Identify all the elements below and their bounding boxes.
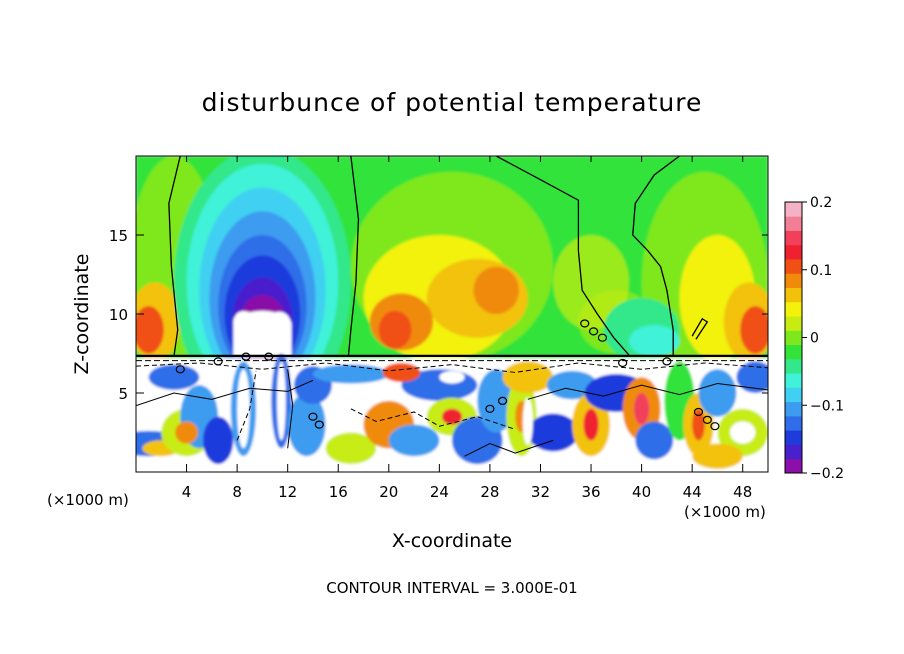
contour-line: [495, 156, 630, 356]
colorbar-swatch: [785, 230, 802, 246]
contour-closed: [580, 319, 590, 328]
x-tick-label: 12: [278, 483, 297, 501]
contour-closed: [241, 352, 251, 361]
y-tick-label: 10: [109, 306, 128, 324]
colorbar-swatch: [785, 244, 802, 260]
colorbar-swatch: [785, 301, 802, 317]
contour-line: [236, 370, 257, 441]
colorbar-swatch: [785, 202, 802, 217]
y-tick-label: 15: [109, 227, 128, 245]
contour-line: [136, 379, 314, 407]
contour-closed: [618, 358, 628, 368]
x-axis: 4 8 12 16 20 24 28 32 36 40 44 48: [182, 156, 752, 501]
contour-interval-note: CONTOUR INTERVAL = 3.000E-01: [326, 579, 577, 597]
colorbar: 0.2 0.1 0 −0.1 −0.2: [784, 195, 844, 482]
colorbar-swatch: [785, 259, 802, 274]
colorbar-swatch: [785, 444, 802, 460]
x-tick-label: 48: [733, 483, 752, 501]
x-tick-label: 36: [581, 483, 600, 501]
contour-line: [632, 156, 680, 357]
contour-closed: [175, 365, 185, 374]
colorbar-swatch: [785, 316, 802, 331]
x-axis-label: X-coordinate: [392, 530, 512, 552]
contour-line: [168, 156, 181, 357]
chart-title: disturbunce of potential temperature: [202, 88, 703, 117]
contour-line: [527, 383, 768, 400]
contour-closed: [213, 357, 223, 366]
colorbar-swatch: [785, 344, 802, 360]
x-unit-right: (×1000 m): [684, 503, 766, 521]
colorbar-swatch: [785, 387, 802, 403]
x-tick-label: 32: [531, 483, 550, 501]
contour-line: [287, 369, 294, 449]
colorbar-tick-label: 0: [810, 331, 819, 347]
contour-closed: [702, 415, 712, 424]
contour-closed: [662, 357, 672, 366]
contour-closed: [264, 352, 274, 361]
x-tick-label: 40: [632, 483, 651, 501]
contour-line: [691, 317, 709, 340]
colorbar-swatch: [785, 273, 802, 288]
colorbar-swatch: [785, 401, 802, 417]
contour-line: [350, 408, 516, 430]
colorbar-swatch: [785, 415, 802, 431]
contour-closed: [497, 396, 508, 405]
y-tick-label: 5: [118, 385, 128, 403]
contour-closed: [314, 420, 324, 429]
colorbar-tick-label: −0.1: [810, 398, 844, 414]
colorbar-swatch: [785, 430, 802, 445]
x-tick-label: 44: [683, 483, 702, 501]
colorbar-tick-label: 0.2: [810, 195, 832, 211]
heatmap-field: [136, 156, 768, 472]
contour-line: [136, 362, 768, 373]
colorbar-swatch: [785, 216, 802, 231]
x-tick-label: 16: [329, 483, 348, 501]
contour-closed: [693, 407, 704, 417]
contour-line: [464, 439, 554, 457]
contour-closed: [485, 404, 495, 413]
contour-closed: [308, 412, 318, 421]
x-tick-label: 4: [182, 483, 192, 501]
x-tick-label: 8: [232, 483, 242, 501]
x-tick-label: 24: [430, 483, 449, 501]
colorbar-swatch: [785, 330, 802, 346]
colorbar-tick-label: 0.1: [810, 263, 832, 279]
colorbar-tick-label: −0.2: [810, 466, 844, 482]
y-axis-label: Z-coordinate: [71, 254, 93, 375]
contour-line: [347, 156, 360, 357]
x-unit-left: (×1000 m): [47, 491, 129, 509]
contour-closed: [710, 422, 720, 431]
colorbar-swatch: [785, 373, 802, 388]
contour-closed: [588, 327, 599, 336]
y-axis: 5 10 15: [109, 227, 768, 403]
contour-closed: [597, 333, 608, 342]
x-tick-label: 20: [379, 483, 398, 501]
colorbar-swatch: [785, 358, 802, 374]
x-tick-label: 28: [480, 483, 499, 501]
colorbar-swatch: [785, 287, 802, 303]
colorbar-swatch: [785, 458, 802, 474]
